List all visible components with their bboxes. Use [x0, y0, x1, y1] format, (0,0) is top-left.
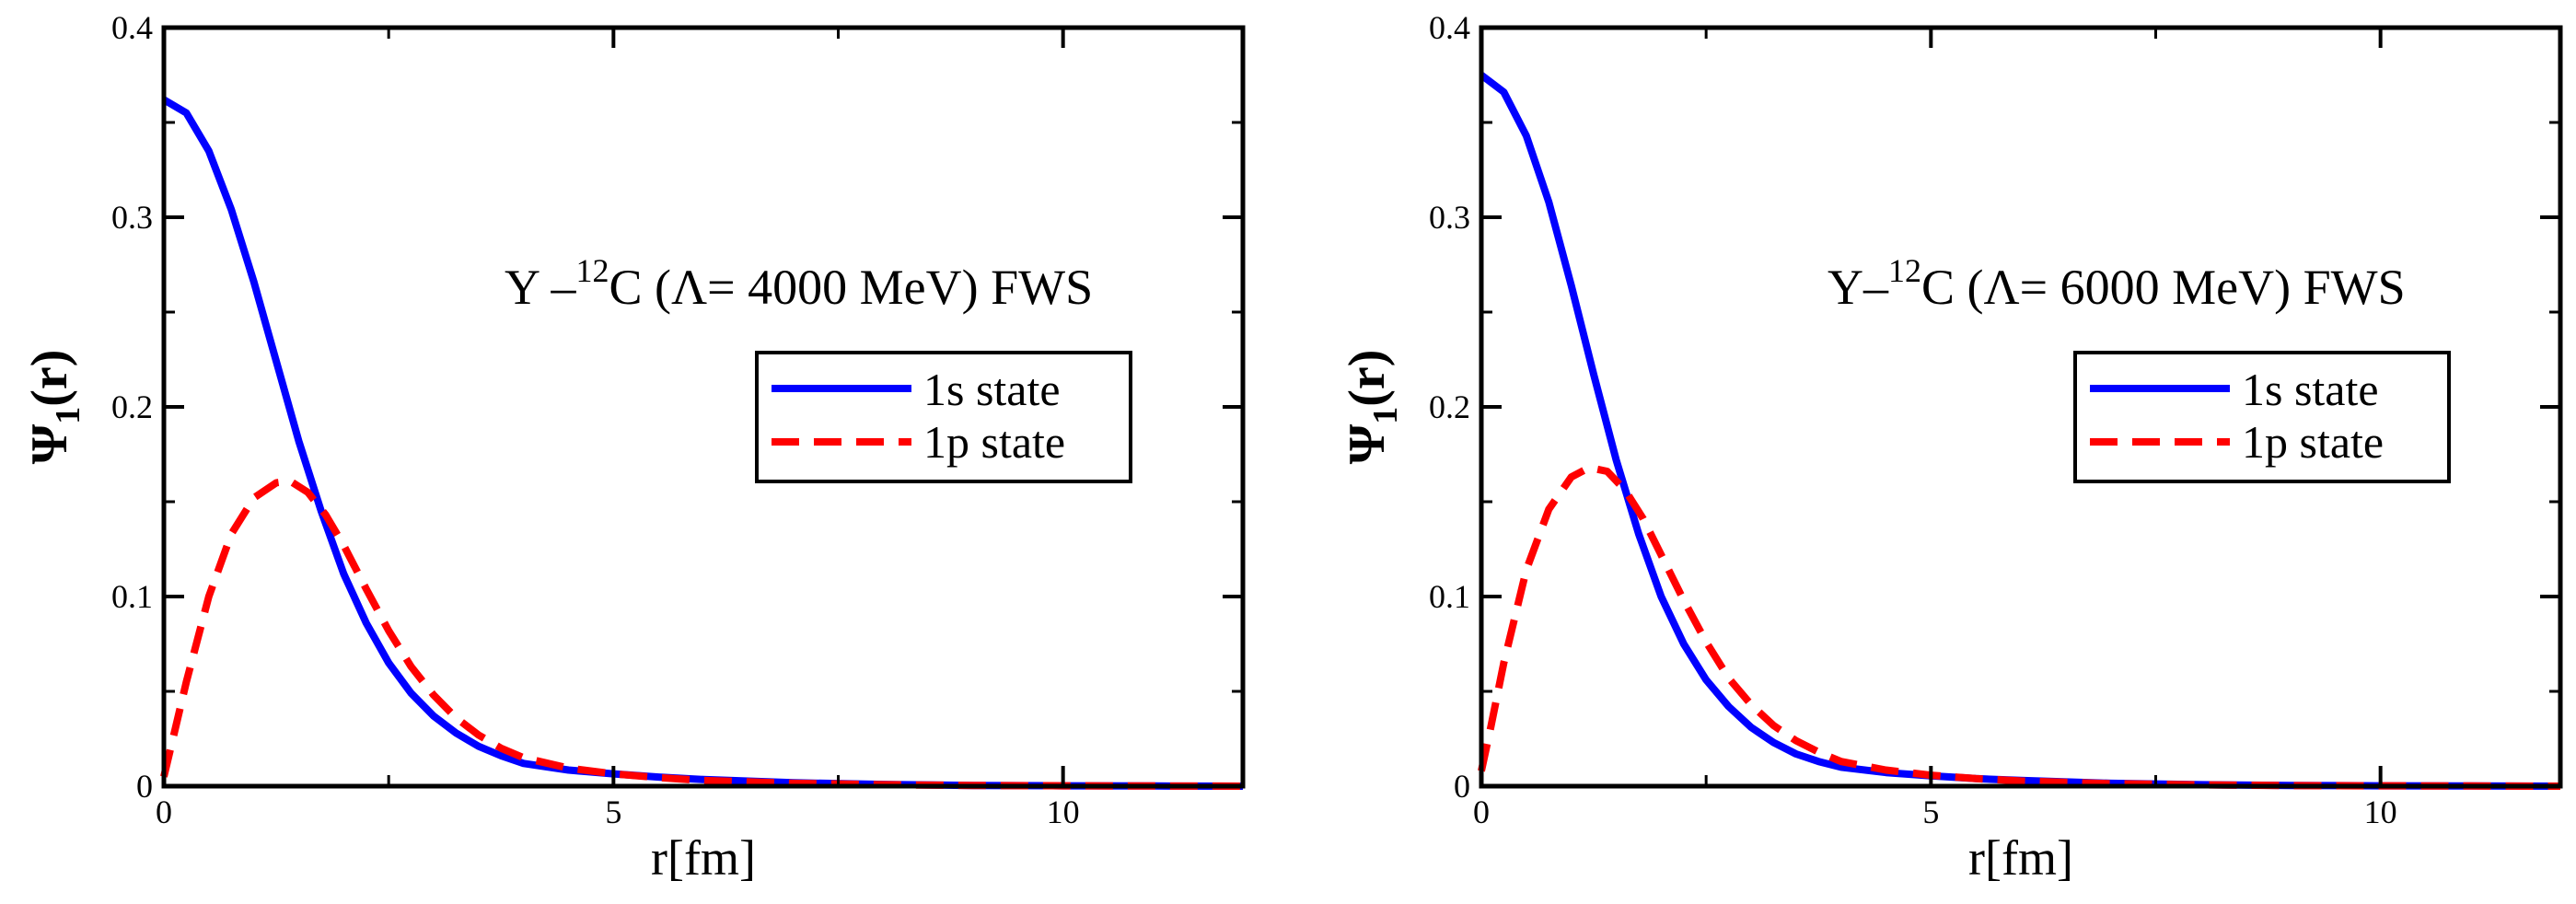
right-x-tick-label: 0: [1473, 794, 1490, 830]
right-x-axis-label: r[fm]: [1968, 830, 2073, 886]
left-chart-panel: 0 5 10 0 0.1 0.2 0.3 0.4 r[fm] Ψ1(r) Y –12C (Λ=…: [21, 9, 1246, 886]
right-legend-box: [2073, 351, 2451, 483]
right-x-tick-label: 10: [2364, 794, 2397, 830]
left-y-tick-label: 0: [136, 768, 153, 805]
right-chart-panel: 0 5 10 0 0.1 0.2 0.3 0.4 r[fm] Ψ1(r) Y–12C (Λ= …: [1339, 9, 2563, 886]
left-y-tick-label: 0.3: [111, 199, 153, 236]
left-y-axis-label-tail: (r): [21, 350, 78, 407]
left-legend-box: [755, 351, 1132, 483]
left-annotation: Y –12C (Λ= 4000 MeV) FWS: [505, 252, 1093, 315]
left-y-axis-label: Ψ1(r): [21, 350, 87, 465]
left-annotation-prefix: Y –: [505, 260, 576, 315]
left-y-tick-label: 0.1: [111, 578, 153, 615]
right-y-axis-label-main: Ψ: [1339, 423, 1396, 464]
right-y-tick-label: 0.1: [1429, 578, 1470, 615]
left-series-1p-line: [160, 477, 1244, 790]
right-ticks-layer: 0 5 10 0 0.1 0.2 0.3 0.4: [1429, 9, 2560, 830]
svg-text:Ψ1(r): Ψ1(r): [21, 350, 87, 465]
left-ticks-layer: 0 5 10 0 0.1 0.2 0.3 0.4: [111, 9, 1243, 830]
left-annotation-suffix: C (Λ= 4000 MeV) FWS: [609, 260, 1094, 315]
right-series-1p-line: [1478, 463, 2561, 790]
right-y-tick-label: 0: [1454, 768, 1470, 805]
svg-text:Ψ1(r): Ψ1(r): [1339, 350, 1405, 465]
left-y-tick-label: 0.2: [111, 388, 153, 425]
right-y-tick-label: 0.4: [1429, 9, 1470, 46]
left-y-axis-label-main: Ψ: [21, 423, 78, 464]
right-annotation-suffix: C (Λ= 6000 MeV) FWS: [1921, 260, 2406, 315]
left-x-tick-label: 10: [1047, 794, 1080, 830]
right-annotation-prefix: Y–: [1828, 260, 1889, 315]
left-y-tick-label: 0.4: [111, 9, 153, 46]
right-legend-1p-label: 1p state: [2242, 416, 2384, 468]
right-y-axis-label-tail: (r): [1339, 350, 1396, 407]
right-annotation: Y–12C (Λ= 6000 MeV) FWS: [1828, 252, 2406, 315]
right-y-axis-label-sub: 1: [1366, 407, 1405, 424]
left-y-axis-label-sub: 1: [49, 407, 87, 424]
right-y-tick-label: 0.2: [1429, 388, 1470, 425]
left-annotation-sup: 12: [576, 252, 609, 289]
left-x-axis-label: r[fm]: [651, 830, 756, 886]
left-x-tick-label: 5: [605, 794, 621, 830]
left-legend: 1s state 1p state: [755, 351, 1132, 483]
left-legend-1p-label: 1p state: [923, 416, 1065, 468]
right-y-tick-label: 0.3: [1429, 199, 1470, 236]
right-y-axis-label: Ψ1(r): [1339, 350, 1405, 465]
right-annotation-sup: 12: [1888, 252, 1921, 289]
left-legend-1s-label: 1s state: [923, 364, 1061, 415]
right-x-tick-label: 5: [1922, 794, 1939, 830]
right-legend: 1s state 1p state: [2073, 351, 2451, 483]
right-legend-1s-label: 1s state: [2242, 364, 2379, 415]
left-x-tick-label: 0: [156, 794, 172, 830]
